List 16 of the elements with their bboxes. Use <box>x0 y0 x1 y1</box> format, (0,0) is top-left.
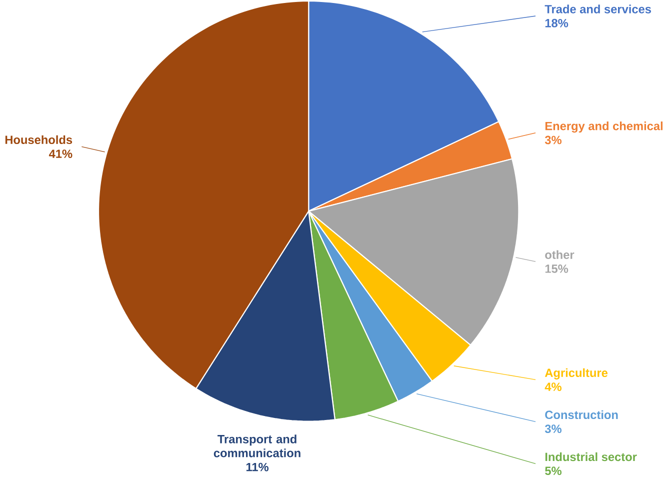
slice-label: Energy and chemical <box>545 122 662 133</box>
slice-label: Households <box>5 135 72 144</box>
data-label: 3% <box>544 136 562 144</box>
slice-label: Transport and communication <box>214 434 300 458</box>
slice-label: Agriculture <box>544 368 608 380</box>
data-label: 15% <box>545 264 568 274</box>
slice-label: Trade and services <box>544 4 651 14</box>
slice-label: other <box>545 250 574 260</box>
data-label: 3% <box>544 424 562 434</box>
data-label: 4% <box>544 382 562 392</box>
slice-label: Construction <box>545 410 618 420</box>
slice-label: Industrial sector <box>545 452 637 462</box>
data-label: 41% <box>48 150 72 158</box>
data-label: 5% <box>545 466 562 476</box>
data-label: 18% <box>545 19 568 28</box>
data-label: 11% <box>246 463 269 472</box>
